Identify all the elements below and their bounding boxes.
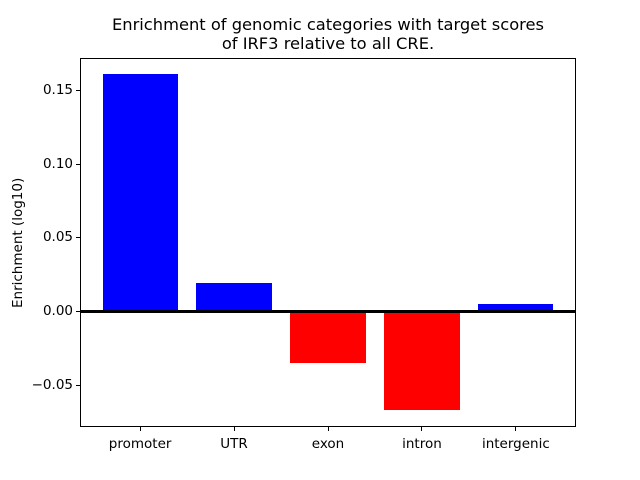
x-tick-label-UTR: UTR: [220, 436, 248, 452]
chart-title-line2: of IRF3 relative to all CRE.: [221, 34, 435, 53]
bar-intron: [384, 311, 460, 411]
y-tick-mark: [76, 384, 80, 386]
x-tick-mark: [139, 427, 141, 431]
zero-line: [80, 309, 576, 313]
x-tick-mark: [421, 427, 423, 431]
y-tick-label: 0.00: [42, 302, 73, 319]
chart-title: Enrichment of genomic categories with ta…: [80, 15, 576, 53]
y-tick-mark: [76, 237, 80, 239]
x-tick-label-intergenic: intergenic: [481, 436, 550, 452]
x-tick-label-intron: intron: [402, 436, 442, 452]
x-tick-label-exon: exon: [311, 436, 345, 452]
y-tick-mark: [76, 89, 80, 91]
y-tick-label: 0.15: [42, 81, 73, 98]
bar-promoter: [102, 74, 178, 312]
y-tick-label: 0.05: [42, 229, 73, 246]
bar-exon: [290, 311, 366, 363]
y-tick-mark: [76, 310, 80, 312]
y-tick-mark: [76, 163, 80, 165]
y-axis-label: Enrichment (log10): [10, 177, 26, 308]
chart-title-line1: Enrichment of genomic categories with ta…: [111, 15, 544, 34]
x-tick-mark: [515, 427, 517, 431]
x-tick-mark: [233, 427, 235, 431]
y-tick-label: −0.05: [31, 376, 73, 393]
x-tick-label-promoter: promoter: [108, 436, 172, 452]
bar-intergenic: [478, 304, 554, 312]
x-tick-mark: [327, 427, 329, 431]
y-tick-label: 0.10: [42, 155, 73, 172]
bar-UTR: [196, 283, 272, 312]
